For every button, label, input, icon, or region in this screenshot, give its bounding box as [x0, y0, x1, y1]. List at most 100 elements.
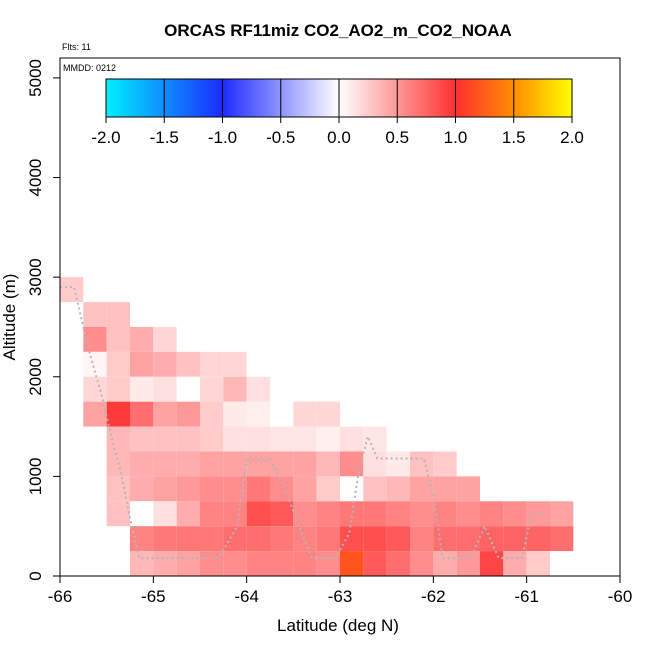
- heatmap-cell: [433, 551, 457, 576]
- heatmap-cell: [130, 426, 154, 452]
- heatmap-cell: [433, 501, 457, 527]
- heatmap-cell: [176, 501, 200, 527]
- heatmap-cell: [270, 476, 294, 502]
- heatmap-cell: [386, 451, 410, 477]
- heatmap-cell: [246, 426, 270, 452]
- heatmap-cell: [176, 526, 200, 552]
- heatmap-cell: [270, 551, 294, 576]
- heatmap-cell: [316, 401, 340, 427]
- heatmap-cell: [316, 476, 340, 502]
- heatmap-cell: [176, 451, 200, 477]
- heatmap-cell: [130, 476, 154, 502]
- heatmap-cell: [153, 476, 177, 502]
- colorbar-tick-label: 0.0: [327, 128, 351, 147]
- heatmap-cell: [293, 451, 317, 477]
- heatmap-cell: [316, 526, 340, 552]
- heatmap-cell: [316, 551, 340, 576]
- heatmap-cell: [83, 376, 107, 402]
- heatmap-cell: [106, 476, 130, 502]
- heatmap-cell: [223, 551, 247, 576]
- heatmap-cell: [153, 551, 177, 576]
- heatmap-cell: [200, 426, 224, 452]
- heatmap-cell: [60, 277, 84, 303]
- heatmap-cell: [130, 526, 154, 552]
- colorbar-tick-label: 2.0: [560, 128, 584, 147]
- heatmap-cell: [316, 426, 340, 452]
- heatmap-cell: [176, 351, 200, 377]
- colorbar-tick-label: -1.0: [208, 128, 237, 147]
- heatmap-cell: [363, 551, 387, 576]
- heatmap-cell: [200, 476, 224, 502]
- heatmap-cell: [480, 551, 504, 576]
- heatmap-cell: [106, 376, 130, 402]
- heatmap-cell: [246, 551, 270, 576]
- y-tick-label: 3000: [26, 258, 45, 296]
- heatmap-cell: [130, 351, 154, 377]
- heatmap-cell: [130, 551, 154, 576]
- heatmap-cell: [153, 326, 177, 352]
- heatmap-cell: [246, 526, 270, 552]
- heatmap-cell: [153, 451, 177, 477]
- flight-track: [60, 286, 546, 560]
- heatmap-cell: [200, 451, 224, 477]
- heatmap-cell: [223, 526, 247, 552]
- heatmap-cell: [153, 526, 177, 552]
- colorbar-tick-label: 1.5: [502, 128, 526, 147]
- heatmap-cell: [363, 476, 387, 502]
- heatmap-cell: [176, 476, 200, 502]
- heatmap-cell: [480, 501, 504, 527]
- x-tick-label: -64: [234, 587, 259, 606]
- heatmap-cell: [106, 501, 130, 527]
- heatmap-cell: [340, 526, 364, 552]
- heatmap-cell: [176, 426, 200, 452]
- heatmap-cell: [340, 451, 364, 477]
- heatmap-cell: [386, 551, 410, 576]
- heatmap-cell: [223, 451, 247, 477]
- heatmap-cell: [433, 476, 457, 502]
- heatmap-cell: [293, 401, 317, 427]
- heatmap-cell: [293, 526, 317, 552]
- heatmap-cell: [200, 501, 224, 527]
- heatmap-cell: [106, 326, 130, 352]
- y-tick-label: 2000: [26, 358, 45, 396]
- heatmap-cell: [316, 451, 340, 477]
- heatmap-cell: [270, 401, 294, 427]
- heatmap-cell: [223, 501, 247, 527]
- heatmap-cell: [386, 526, 410, 552]
- heatmap-cell: [270, 526, 294, 552]
- flight-track-line: [60, 286, 546, 560]
- heatmap-cell: [410, 451, 434, 477]
- x-tick-label: -61: [514, 587, 539, 606]
- heatmap-cell: [270, 426, 294, 452]
- heatmap-cell: [270, 451, 294, 477]
- x-axis: -66 -65 -64 -63 -62 -61 -60: [48, 576, 633, 606]
- y-tick-label: 5000: [26, 59, 45, 97]
- heatmap-cells: [60, 277, 574, 576]
- x-tick-label: -60: [608, 587, 633, 606]
- heatmap-cell: [83, 326, 107, 352]
- heatmap-cell: [246, 476, 270, 502]
- heatmap-cell: [526, 501, 550, 527]
- y-axis: 0 1000 2000 3000 4000 5000: [26, 59, 60, 581]
- heatmap-cell: [340, 426, 364, 452]
- heatmap-cell: [550, 526, 574, 552]
- heatmap-cell: [410, 476, 434, 502]
- y-tick-label: 1000: [26, 457, 45, 495]
- heatmap-cell: [130, 451, 154, 477]
- heatmap-cell: [83, 401, 107, 427]
- heatmap-cell: [223, 426, 247, 452]
- colorbar-tick-label: -2.0: [91, 128, 120, 147]
- heatmap-cell: [433, 526, 457, 552]
- heatmap-cell: [340, 501, 364, 527]
- heatmap-cell: [363, 426, 387, 452]
- heatmap-cell: [106, 401, 130, 427]
- heatmap-cell: [130, 326, 154, 352]
- heatmap-cell: [130, 376, 154, 402]
- heatmap-cell: [363, 451, 387, 477]
- heatmap-cell: [176, 401, 200, 427]
- heatmap-cell: [293, 476, 317, 502]
- heatmap-cell: [223, 351, 247, 377]
- heatmap-cell: [433, 451, 457, 477]
- heatmap-cell: [456, 476, 480, 502]
- heatmap-cell: [246, 451, 270, 477]
